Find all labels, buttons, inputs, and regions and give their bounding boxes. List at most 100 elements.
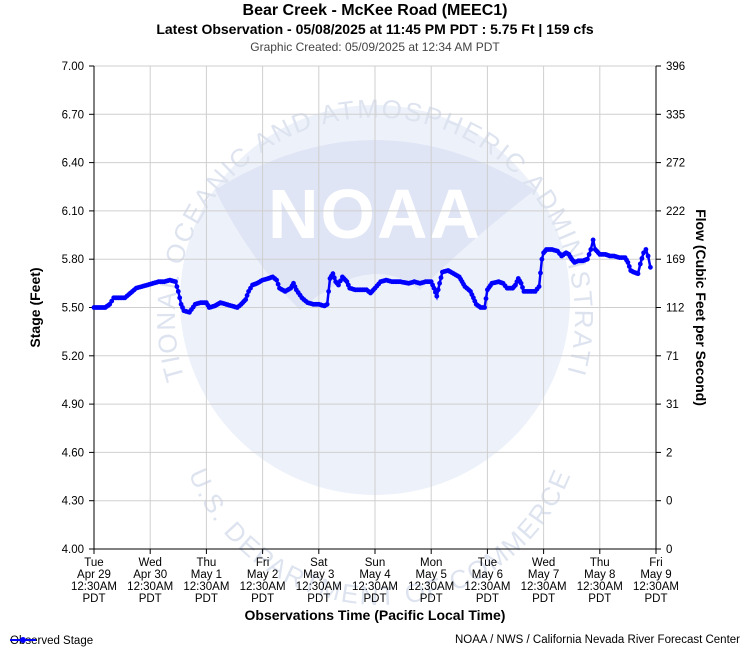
x-tick-label: 12:30AM: [521, 581, 567, 593]
observed-stage-point: [431, 285, 437, 291]
observed-stage-point: [275, 281, 281, 287]
observed-stage-point: [637, 261, 643, 267]
legend-label: Observed Stage: [10, 635, 94, 647]
y-tick-label: 6.40: [62, 158, 84, 170]
x-tick-label: PDT: [83, 593, 106, 605]
observed-stage-point: [434, 293, 440, 299]
x-tick-label: PDT: [645, 593, 668, 605]
x-tick-label: Wed: [532, 557, 555, 569]
x-tick-label: PDT: [476, 593, 499, 605]
x-tick-label: Fri: [256, 557, 269, 569]
x-tick-label: 12:30AM: [464, 581, 510, 593]
y-tick-label: 4.90: [62, 399, 84, 411]
latest-observation: Latest Observation - 05/08/2025 at 11:45…: [156, 21, 594, 37]
observed-stage-point: [483, 296, 489, 301]
x-tick-label: 12:30AM: [296, 581, 342, 593]
observed-stage-point: [173, 279, 178, 285]
x-tick-label: PDT: [420, 593, 443, 605]
y-tick-label: 7.00: [62, 61, 84, 73]
observed-stage-point: [174, 284, 180, 289]
observed-stage-point: [518, 280, 524, 286]
x-tick-label: Tue: [84, 557, 103, 569]
legend-line-icon: [10, 637, 36, 643]
x-axis-label: Observations Time (Pacific Local Time): [245, 607, 506, 623]
observed-stage-point: [336, 282, 341, 288]
x-tick-label: PDT: [588, 593, 611, 605]
observed-stage-point: [435, 287, 441, 293]
y-tick-label: 5.20: [62, 351, 84, 363]
legend: Observed Stage: [10, 635, 93, 647]
x-tick-label: Tue: [478, 557, 497, 569]
y-tick-label: 5.80: [62, 254, 84, 266]
observed-stage-point: [648, 264, 653, 270]
x-tick-label: Thu: [590, 557, 610, 569]
observed-stage-point: [625, 260, 631, 265]
x-tick-label: May 6: [472, 569, 503, 581]
x-tick-label: PDT: [251, 593, 274, 605]
observed-stage-point: [244, 293, 250, 298]
x-tick-label: 12:30AM: [352, 581, 398, 593]
x-tick-label: May 8: [584, 569, 615, 581]
x-tick-label: May 7: [528, 569, 559, 581]
y-tick-label: 6.10: [62, 206, 84, 218]
observed-stage-point: [585, 256, 590, 262]
observed-stage-point: [437, 280, 442, 286]
x-tick-label: May 9: [640, 569, 671, 581]
x-tick-label: PDT: [139, 593, 162, 605]
x-tick-label: Sat: [310, 557, 328, 569]
x-tick-label: PDT: [195, 593, 218, 605]
observed-stage-point: [324, 301, 330, 307]
y2-tick-label: 396: [666, 61, 685, 73]
y2-tick-label: 272: [666, 158, 685, 170]
y-axis-label: Stage (Feet): [27, 267, 43, 347]
observed-stage-point: [274, 277, 279, 283]
observed-stage-point: [520, 285, 525, 290]
observed-stage-point: [331, 275, 337, 281]
x-tick-label: May 2: [247, 569, 278, 581]
x-tick-label: 12:30AM: [408, 581, 454, 593]
x-tick-label: Apr 29: [77, 569, 111, 581]
y2-tick-label: 2: [666, 447, 672, 459]
observed-stage-point: [536, 284, 542, 289]
x-tick-label: Thu: [196, 557, 216, 569]
x-tick-label: PDT: [532, 593, 555, 605]
chart-title: Bear Creek - McKee Road (MEEC1): [242, 2, 508, 19]
x-tick-label: 12:30AM: [183, 581, 229, 593]
credit-text: NOAA / NWS / California Nevada River For…: [454, 634, 740, 646]
y-tick-label: 6.70: [62, 109, 84, 121]
observed-stage-point: [590, 237, 596, 243]
observed-stage-point: [482, 305, 487, 310]
x-tick-label: May 1: [191, 569, 222, 581]
observed-stage-point: [645, 253, 651, 259]
x-tick-label: 12:30AM: [71, 581, 117, 593]
observed-stage-point: [175, 289, 181, 294]
x-tick-label: PDT: [364, 593, 387, 605]
observed-stage-point: [626, 264, 632, 269]
y2-tick-label: 112: [666, 303, 684, 315]
x-tick-label: Apr 30: [133, 569, 167, 581]
y2-tick-label: 169: [666, 254, 685, 266]
y-tick-label: 4.30: [62, 496, 84, 508]
x-tick-label: Sun: [365, 557, 385, 569]
observed-stage-point: [330, 271, 336, 277]
observed-stage-point: [438, 275, 444, 281]
y-tick-label: 4.00: [62, 544, 84, 556]
x-tick-label: Wed: [138, 557, 161, 569]
x-tick-label: 12:30AM: [127, 581, 173, 593]
y2-tick-label: 0: [666, 496, 672, 508]
graphic-created: Graphic Created: 05/09/2025 at 12:34 AM …: [250, 40, 500, 54]
observed-stage-point: [538, 270, 543, 276]
observed-stage-point: [586, 252, 592, 257]
watermark-noaa-text: NOAA: [268, 175, 482, 253]
y2-tick-label: 71: [666, 351, 679, 363]
x-tick-label: Mon: [420, 557, 442, 569]
observed-stage-point: [635, 271, 641, 277]
y-tick-label: 5.50: [62, 303, 84, 315]
observed-stage-point: [326, 289, 331, 294]
y2-tick-label: 31: [666, 399, 679, 411]
y2-tick-label: 335: [666, 109, 685, 121]
x-tick-label: 12:30AM: [577, 581, 623, 593]
y2-tick-label: 222: [666, 206, 685, 218]
observed-stage-point: [338, 278, 343, 284]
